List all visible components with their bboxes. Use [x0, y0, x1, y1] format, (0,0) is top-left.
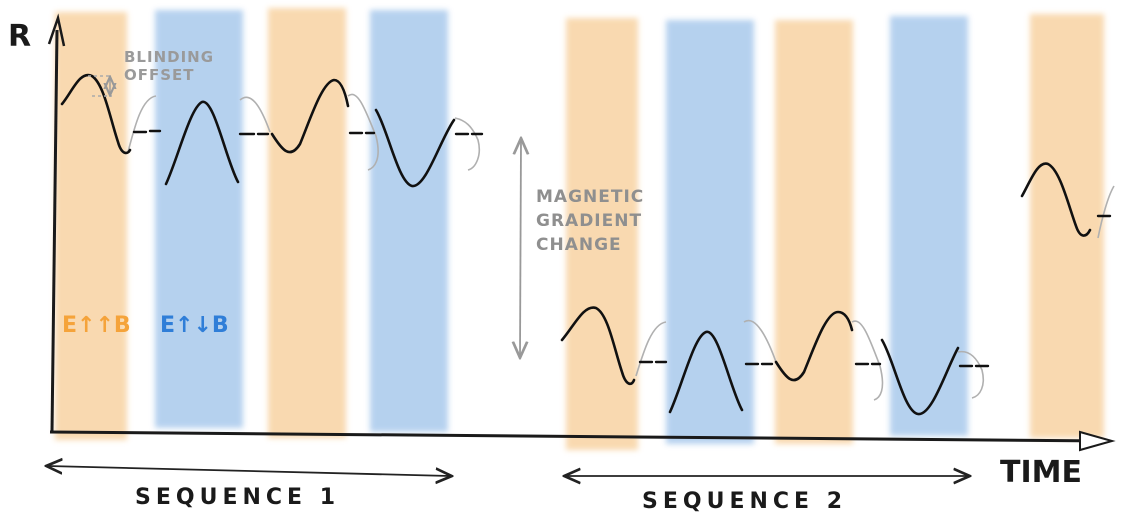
- stripe-antiparallel-4: [890, 16, 968, 436]
- legend-antiparallel: E↑↓B: [160, 313, 229, 338]
- ghost-curve-4: [454, 117, 481, 171]
- x-axis-label: TIME: [1000, 455, 1082, 490]
- ghost-curve-3: [347, 93, 379, 171]
- x-axis-arrowhead: [1079, 430, 1116, 452]
- signal-seq2-antiparallel-1: [668, 330, 744, 414]
- stripe-parallel-3: [566, 18, 638, 450]
- signal-seq1-antiparallel-1: [164, 100, 240, 186]
- stripe-antiparallel-3: [666, 20, 754, 444]
- signal-seq1-antiparallel-2: [374, 108, 456, 188]
- legend-parallel: E↑↑B: [62, 313, 131, 338]
- stripe-antiparallel-1: [155, 10, 243, 428]
- ghost-curve-6: [743, 319, 777, 363]
- x-axis: [49, 430, 1111, 443]
- ghost-curve-8: [957, 350, 985, 399]
- stripe-antiparallel-2: [370, 10, 448, 432]
- gradient-change-label-line1: MAGNETIC: [536, 187, 644, 207]
- signal-seq2-parallel-1: [560, 306, 636, 386]
- ghost-curve-7: [851, 320, 884, 401]
- gradient-change-arrow: [520, 140, 521, 356]
- signal-seq1-parallel-2: [270, 78, 350, 154]
- signal-seq2-parallel-2: [774, 310, 854, 382]
- signal-seq1-parallel-1: [60, 73, 132, 155]
- ghost-curve-5: [635, 321, 667, 377]
- y-axis: [50, 29, 59, 433]
- signal-seq2-antiparallel-2: [880, 338, 960, 416]
- gradient-change-label-line3: CHANGE: [536, 235, 622, 255]
- signal-seq2-parallel-3: [1020, 162, 1092, 237]
- ghost-curve-2: [239, 96, 271, 133]
- blinding-offset-label-line2: OFFSET: [124, 66, 195, 84]
- y-axis-label: R: [8, 19, 31, 54]
- ghost-curve-1: [127, 95, 157, 153]
- y-axis-arrowhead: [47, 13, 66, 47]
- stripe-parallel-2: [268, 8, 346, 438]
- sequence1-label: SEQUENCE 1: [135, 485, 340, 510]
- sequence2-label: SEQUENCE 2: [642, 489, 847, 514]
- stripe-parallel-4: [775, 20, 853, 444]
- gradient-change-label-line2: GRADIENT: [536, 211, 642, 231]
- blinding-offset-label-line1: BLINDING: [124, 48, 214, 66]
- sequence1-range-arrow: [48, 466, 450, 476]
- stripe-parallel-5: [1030, 14, 1104, 438]
- ghost-curve-9: [1097, 185, 1115, 239]
